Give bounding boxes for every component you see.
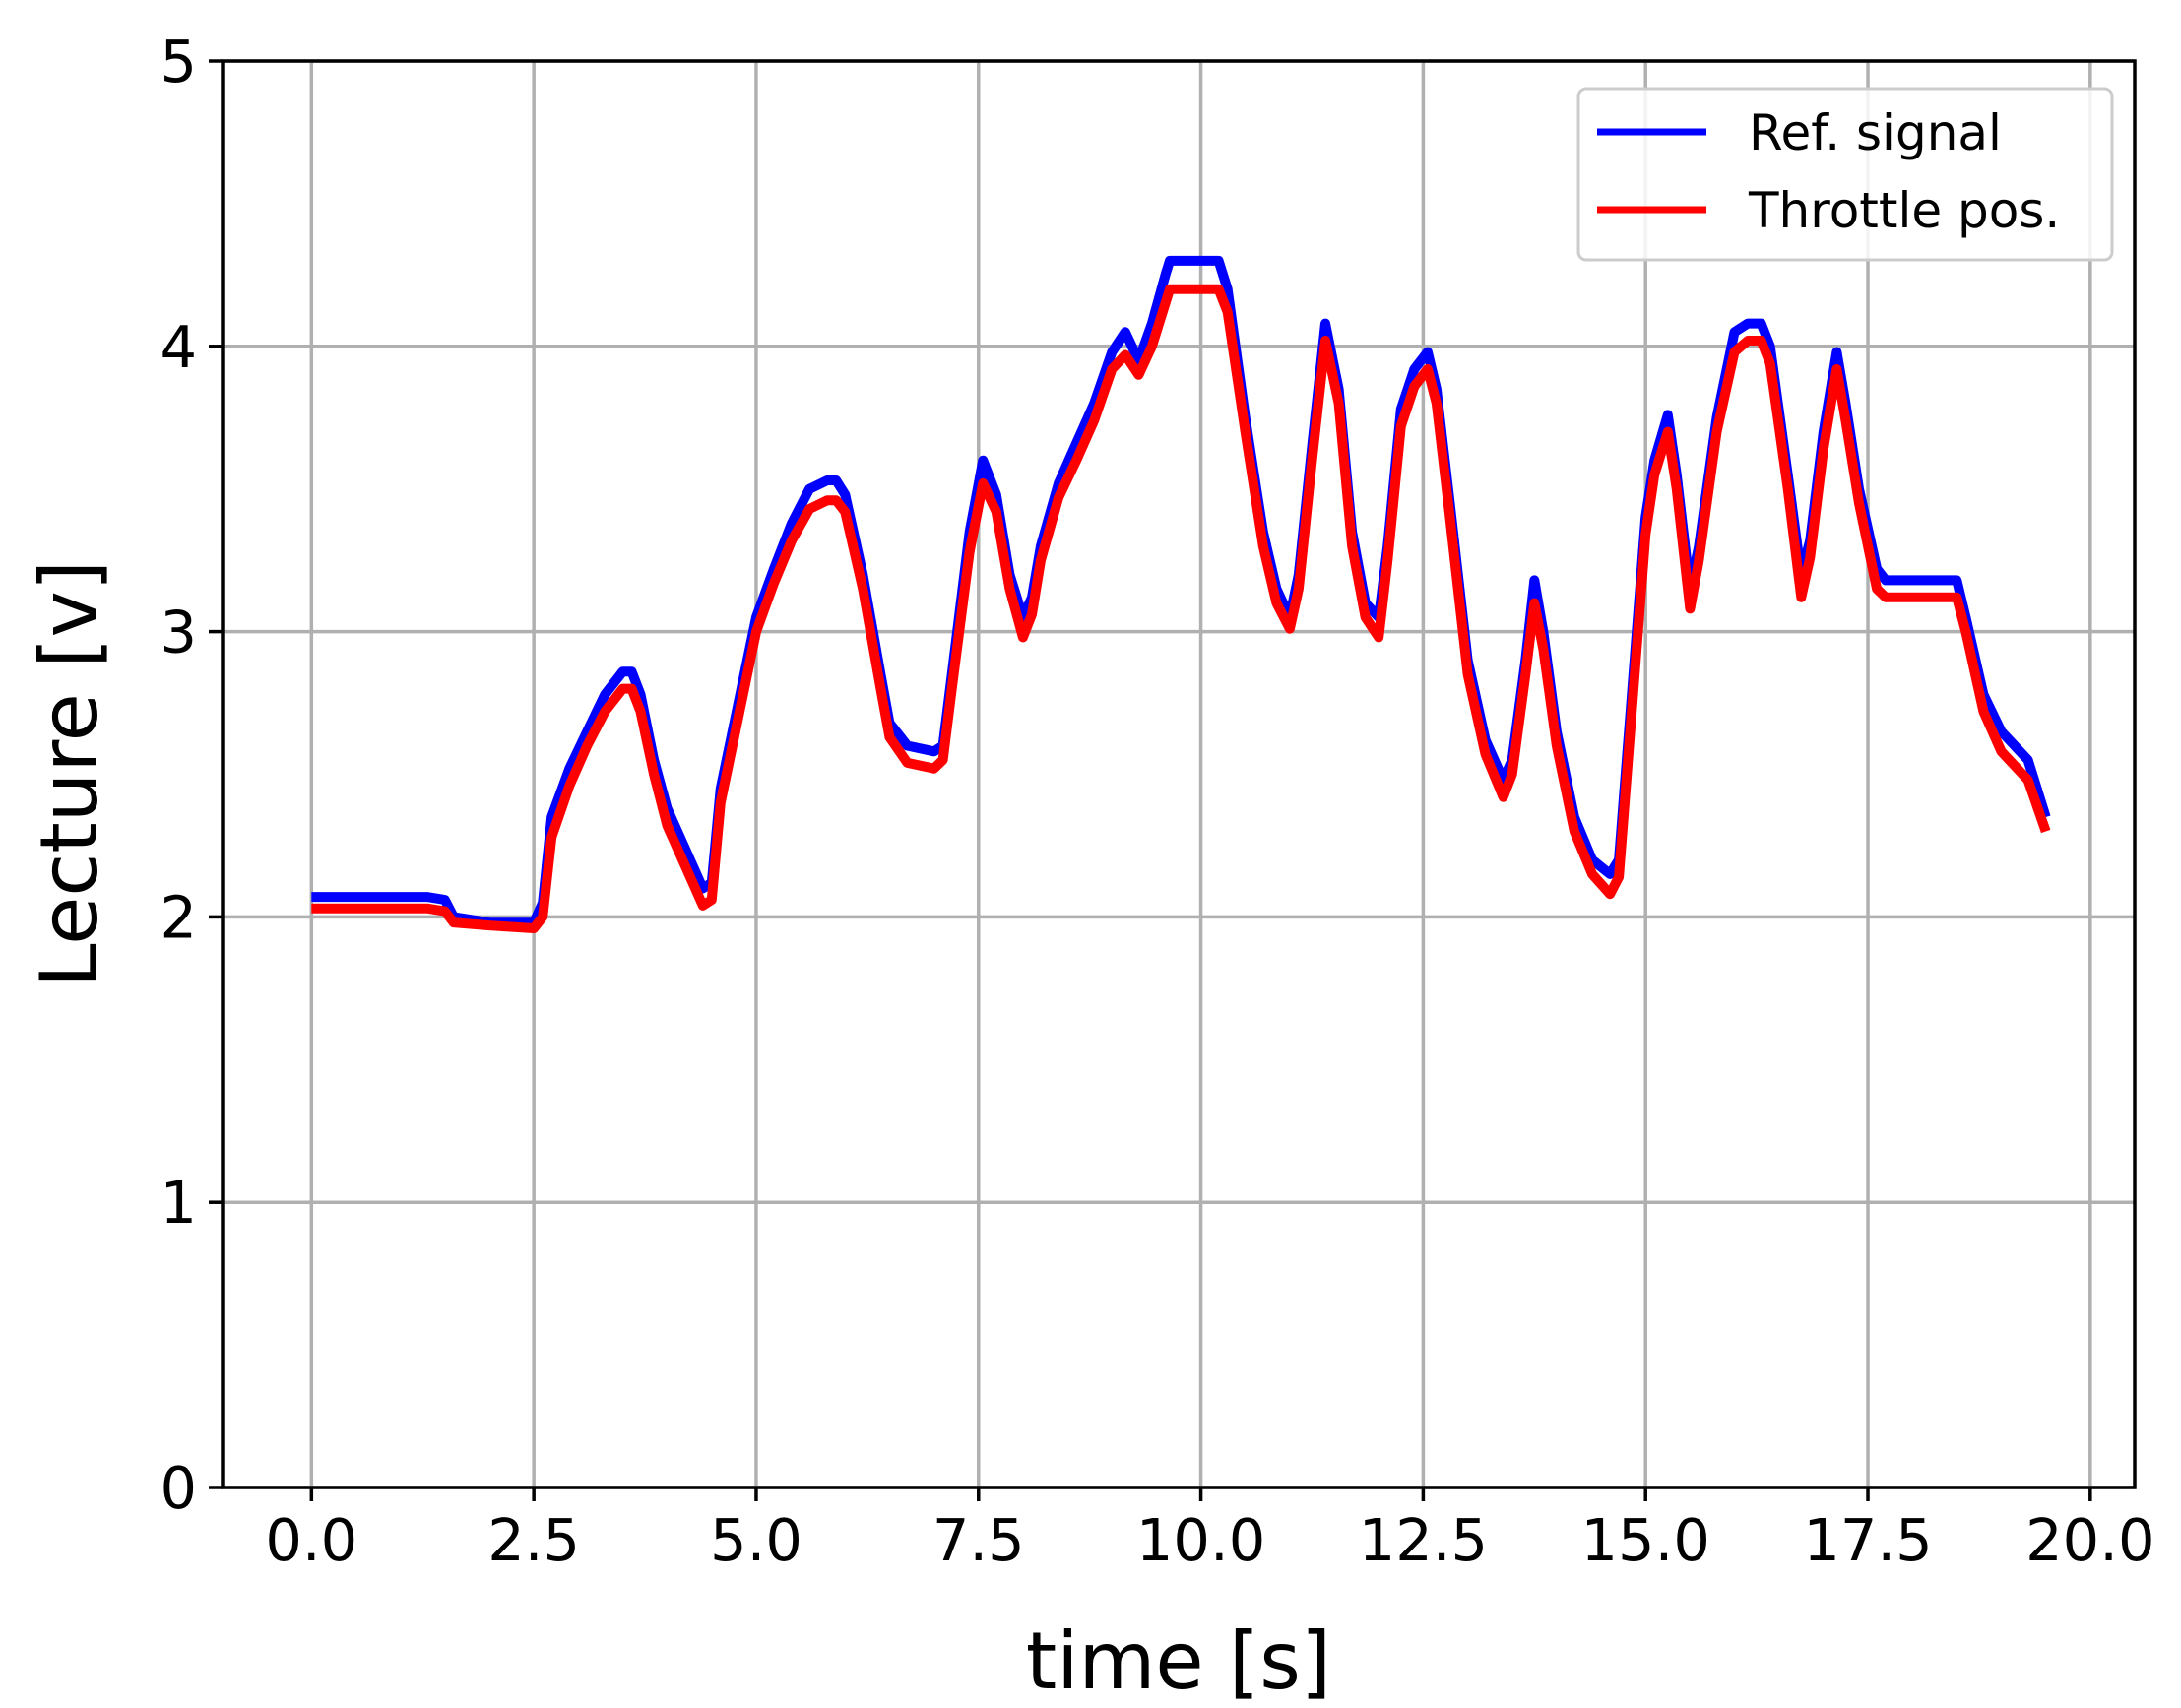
y-tick-label: 1 — [160, 1169, 197, 1236]
y-tick-label: 3 — [160, 599, 197, 666]
x-tick-label: 10.0 — [1136, 1506, 1265, 1574]
y-axis-ticks: 0 1 2 3 4 5 — [160, 28, 223, 1522]
x-tick-label: 17.5 — [1803, 1506, 1932, 1574]
grid — [223, 59, 2135, 1489]
x-axis-ticks: 0.0 2.5 5.0 7.5 10.0 12.5 15.0 17.5 20.0 — [265, 1487, 2155, 1574]
x-tick-label: 2.5 — [487, 1506, 580, 1574]
axes-frame — [221, 59, 2137, 1489]
series-line-throttle-pos — [311, 284, 2051, 933]
x-tick-label: 5.0 — [710, 1506, 802, 1574]
plot-area — [311, 255, 2051, 933]
x-tick-label: 7.5 — [932, 1506, 1025, 1574]
series-line-ref-signal — [311, 255, 2051, 928]
legend: Ref. signal Throttle pos. — [1576, 87, 2114, 262]
y-axis-label: Lecture [v] — [24, 560, 115, 987]
x-axis-label: time [s] — [1026, 1615, 1331, 1707]
y-tick-label: 4 — [160, 313, 197, 381]
x-tick-label: 0.0 — [265, 1506, 357, 1574]
x-tick-label: 20.0 — [2025, 1506, 2154, 1574]
legend-label-ref-signal: Ref. signal — [1749, 104, 2002, 161]
x-tick-label: 15.0 — [1581, 1506, 1710, 1574]
legend-label-throttle-pos: Throttle pos. — [1748, 182, 2060, 239]
legend-box — [1576, 87, 2114, 262]
y-tick-label: 2 — [160, 883, 197, 951]
y-tick-label: 0 — [160, 1454, 197, 1522]
x-tick-label: 12.5 — [1359, 1506, 1488, 1574]
y-tick-label: 5 — [160, 28, 197, 95]
